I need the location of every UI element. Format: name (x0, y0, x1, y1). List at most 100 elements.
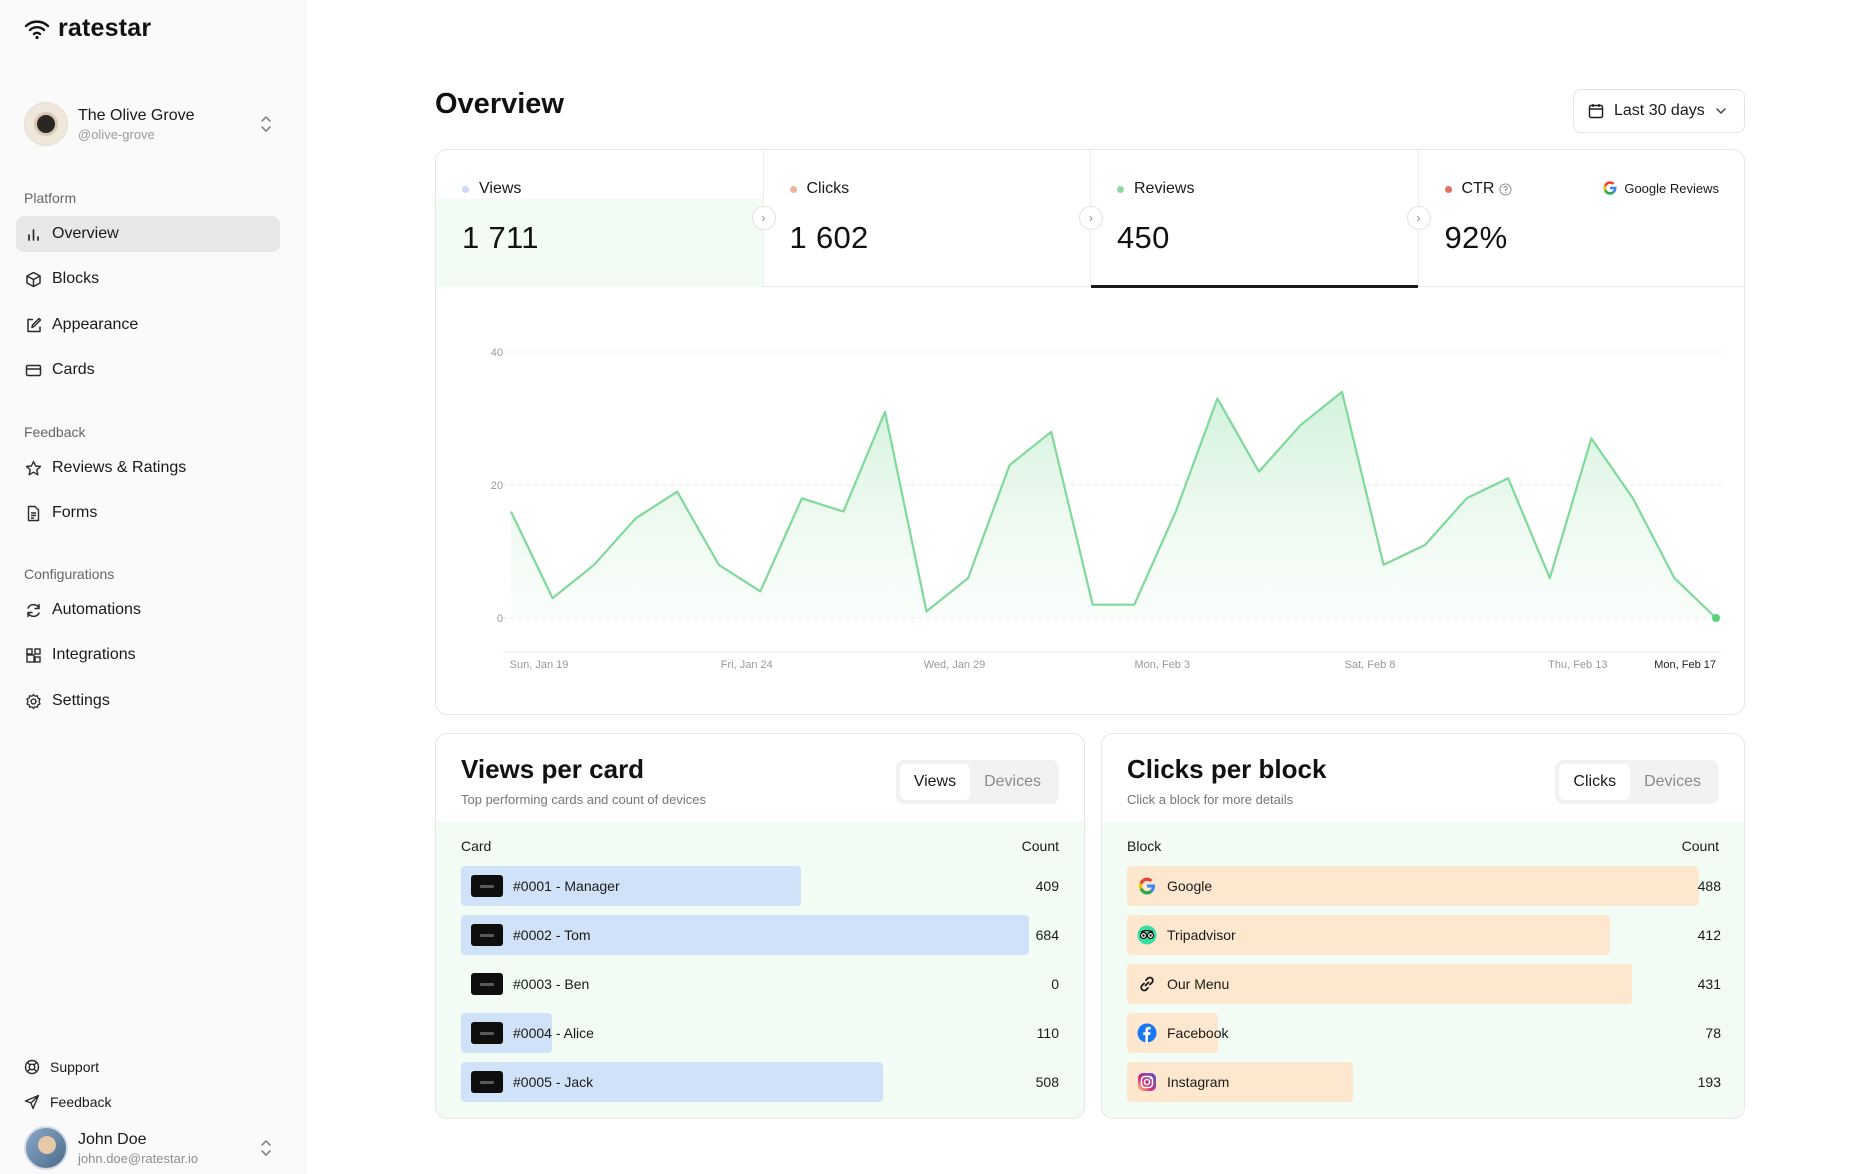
table-row[interactable]: #0003 - Ben (461, 964, 1084, 1004)
sidebar-item-reviews-ratings[interactable]: Reviews & Ratings (16, 450, 280, 486)
row-count: 431 (1697, 976, 1721, 992)
instagram-icon (1138, 1073, 1156, 1091)
gear-icon (26, 693, 41, 709)
chevron-right-icon[interactable]: › (1079, 206, 1103, 230)
clicks-per-block-panel: Clicks per block Click a block for more … (1101, 733, 1745, 1119)
row-label: Tripadvisor (1137, 915, 1236, 955)
edit-icon (27, 317, 42, 332)
box-icon (26, 271, 41, 287)
user-switcher[interactable]: John Doe john.doe@ratestar.io (24, 1126, 274, 1170)
stat-tab-views[interactable]: Views 1 711 › (436, 150, 776, 287)
support-link[interactable]: Support (24, 1059, 99, 1075)
card-thumbnail (471, 973, 503, 995)
clicks-per-block-toggle: Clicks Devices (1555, 760, 1719, 804)
logo[interactable]: ratestar (24, 14, 151, 43)
row-count: 412 (1697, 927, 1721, 943)
count-bar (1127, 964, 1632, 1004)
table-row[interactable]: Google (1127, 866, 1744, 906)
row-label-text: #0005 - Jack (513, 1074, 594, 1090)
stat-tab-clicks[interactable]: Clicks 1 602 › (764, 150, 1103, 287)
sidebar-item-label: Settings (52, 692, 110, 709)
card-thumbnail (471, 875, 503, 897)
tab-devices[interactable]: Devices (1644, 773, 1701, 790)
help-icon[interactable] (1499, 182, 1512, 196)
stat-value: 92% (1444, 220, 1508, 255)
card-icon (25, 364, 42, 376)
x-tick-label: Thu, Feb 13 (1548, 659, 1607, 671)
table-row[interactable]: Instagram (1127, 1062, 1744, 1102)
count-bar (1127, 866, 1699, 906)
y-tick-label: 40 (491, 347, 503, 359)
stat-tab-ctr[interactable]: CTR 92% Google Reviews (1419, 150, 1745, 287)
stat-label: Clicks (806, 180, 850, 197)
row-label: Our Menu (1137, 964, 1229, 1004)
sidebar-item-label: Reviews & Ratings (52, 459, 187, 476)
user-email: john.doe@ratestar.io (78, 1150, 199, 1166)
date-range-dropdown[interactable]: Last 30 days (1573, 89, 1745, 133)
support-label: Support (50, 1059, 100, 1075)
file-icon (27, 505, 40, 521)
row-count: 684 (1035, 927, 1059, 943)
count-bar (1127, 1062, 1353, 1102)
views-per-card-subtitle: Top performing cards and count of device… (461, 792, 706, 807)
tab-clicks[interactable]: Clicks (1559, 764, 1631, 800)
row-label: #0004 - Alice (471, 1013, 594, 1053)
sidebar-item-settings[interactable]: Settings (16, 683, 280, 719)
row-count: 488 (1697, 878, 1721, 894)
stat-tab-reviews[interactable]: Reviews 450 › (1091, 150, 1431, 288)
chevron-up-down-icon (261, 1140, 271, 1156)
stats-card: Views 1 711 › Clicks 1 602 › Reviews 450… (435, 149, 1745, 715)
row-label: #0003 - Ben (471, 964, 589, 1004)
stat-tabs: Views 1 711 › Clicks 1 602 › Reviews 450… (436, 150, 1745, 288)
feedback-link[interactable]: Feedback (24, 1094, 111, 1110)
table-row[interactable]: #0002 - Tom (461, 915, 1084, 955)
chevron-up-down-icon (261, 116, 271, 132)
sidebar-item-integrations[interactable]: Integrations (16, 637, 280, 673)
sidebar-item-overview[interactable]: Overview (16, 216, 280, 252)
wifi-logo-icon (24, 19, 50, 39)
nav-section-platform: Platform (24, 190, 77, 206)
sidebar-item-cards[interactable]: Cards (16, 352, 280, 388)
views-per-card-panel: Views per card Top performing cards and … (435, 733, 1085, 1119)
table-row[interactable]: Our Menu (1127, 964, 1744, 1004)
chevron-right-icon[interactable]: › (1406, 206, 1431, 230)
tripadvisor-icon (1137, 925, 1157, 945)
sidebar-item-label: Forms (52, 504, 98, 521)
clicks-per-block-title: Clicks per block (1127, 754, 1327, 784)
org-switcher[interactable]: The Olive Grove @olive-grove (24, 98, 274, 150)
card-thumbnail (471, 924, 503, 946)
table-row[interactable]: Facebook (1127, 1013, 1744, 1053)
column-header-card: Card (461, 838, 492, 854)
table-row[interactable]: #0004 - Alice (461, 1013, 1084, 1053)
table-row[interactable]: Tripadvisor (1127, 915, 1744, 955)
star-icon (25, 460, 42, 475)
sidebar-item-blocks[interactable]: Blocks (16, 261, 280, 297)
chevron-right-icon[interactable]: › (751, 206, 776, 230)
row-label-text: Instagram (1167, 1074, 1230, 1090)
count-bar (461, 1062, 883, 1102)
table-row[interactable]: #0005 - Jack (461, 1062, 1084, 1102)
main-content: Overview Last 30 days Views 1 711 › Clic… (306, 0, 1866, 1174)
stat-value: 1 711 (462, 220, 539, 255)
chevron-down-icon (1715, 108, 1726, 115)
card-thumbnail (471, 1022, 503, 1044)
sidebar-item-appearance[interactable]: Appearance (16, 307, 280, 343)
tab-devices[interactable]: Devices (984, 773, 1041, 790)
card-thumbnail (471, 1071, 503, 1093)
stat-value: 450 (1117, 220, 1170, 255)
nav-section-feedback: Feedback (24, 424, 86, 440)
sidebar-item-forms[interactable]: Forms (16, 495, 280, 531)
row-label: #0001 - Manager (471, 866, 620, 906)
sidebar-item-automations[interactable]: Automations (16, 592, 280, 628)
tab-views[interactable]: Views (899, 764, 971, 800)
x-tick-label: Wed, Jan 29 (924, 659, 986, 671)
row-label-text: #0003 - Ben (513, 976, 590, 992)
google-icon (1138, 877, 1156, 895)
refresh-icon (27, 603, 40, 617)
sidebar-item-label: Blocks (52, 270, 100, 287)
table-row[interactable]: #0001 - Manager (461, 866, 1084, 906)
google-reviews-text: Google Reviews (1624, 180, 1719, 196)
x-tick-label: Fri, Jan 24 (721, 659, 773, 671)
y-tick-label: 20 (491, 480, 503, 492)
integrations-icon (26, 647, 41, 663)
